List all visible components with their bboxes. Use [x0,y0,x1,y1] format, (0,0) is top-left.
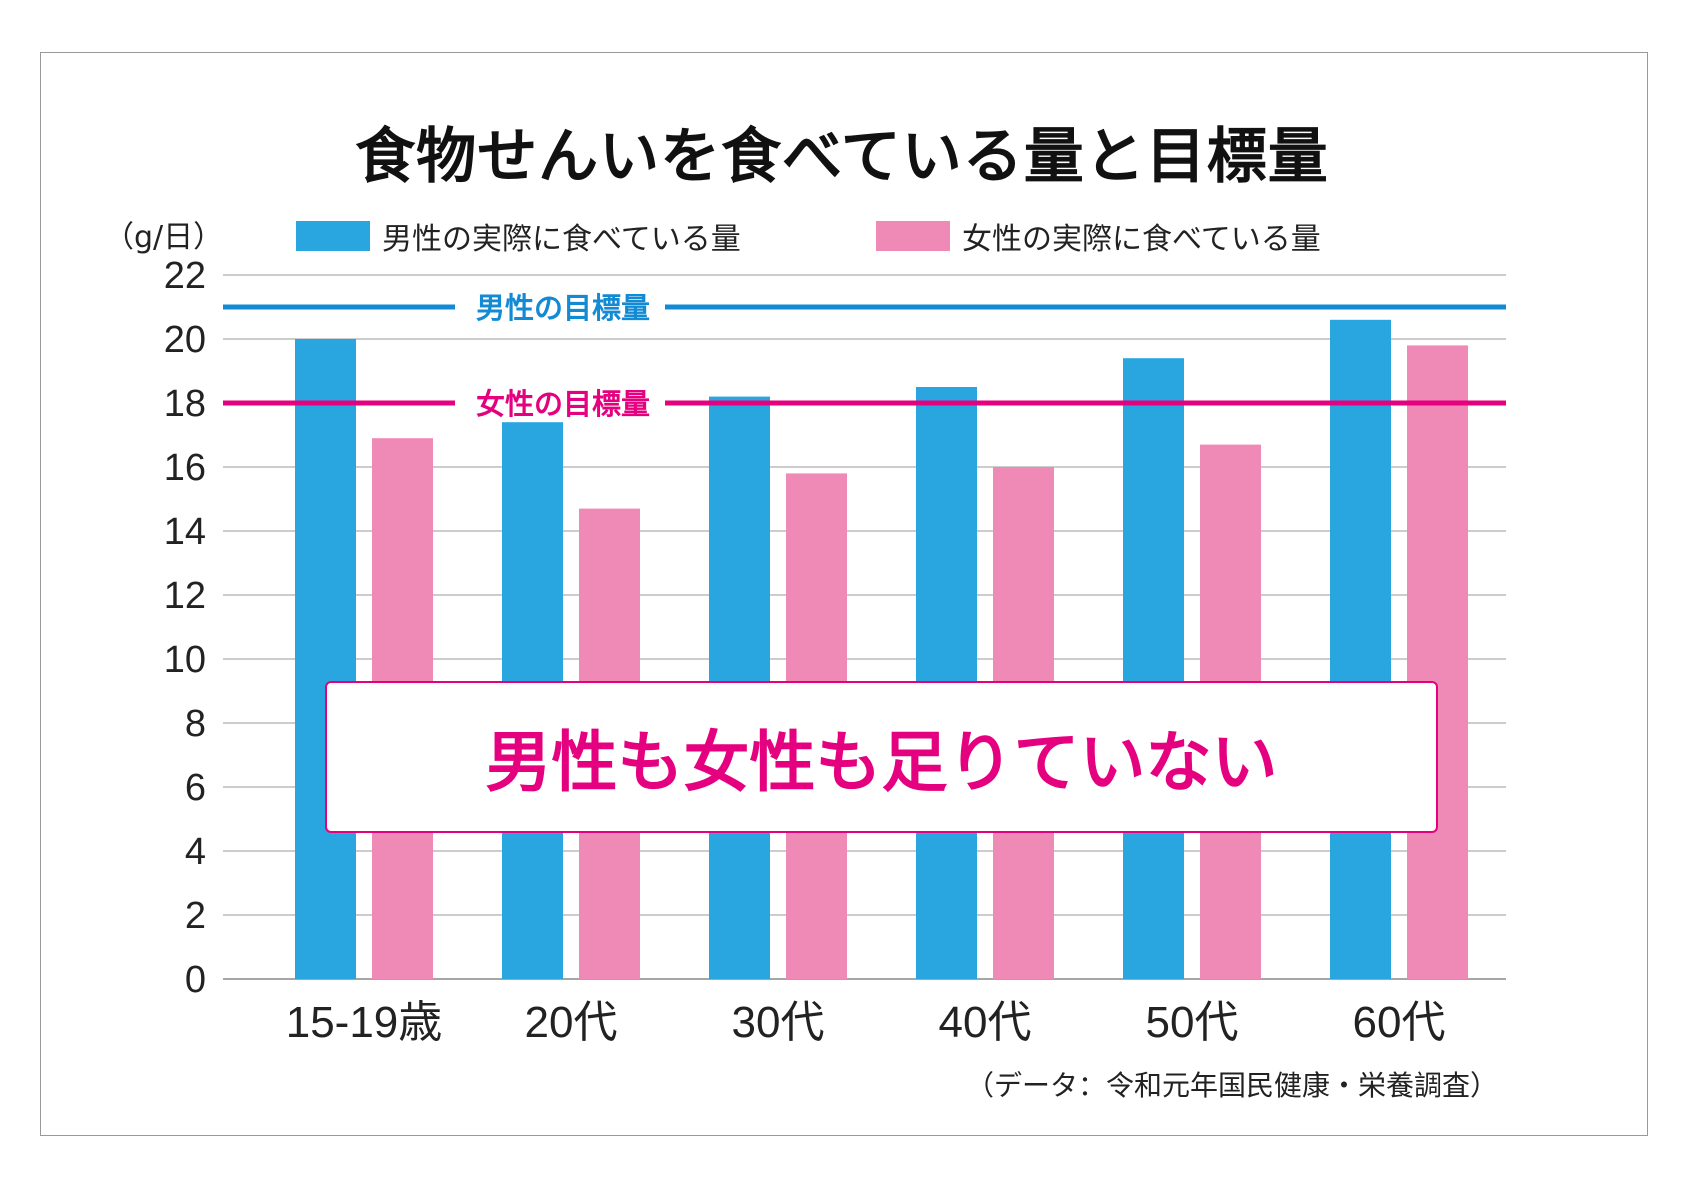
y-tick-label: 8 [185,703,206,745]
y-tick-label: 16 [164,447,206,489]
annotation-callout: 男性も女性も足りていない [325,681,1438,833]
y-tick-label: 12 [164,575,206,617]
y-tick-label: 2 [185,895,206,937]
target-label-bg [455,385,665,421]
y-tick-label: 22 [164,255,206,297]
legend-label-female: 女性の実際に食べている量 [962,222,1321,257]
chart-frame [40,52,1648,1136]
x-tick-label: 60代 [1353,998,1446,1047]
chart-title: 食物せんいを食べている量と目標量 [355,122,1329,192]
y-tick-label: 6 [185,767,206,809]
data-source: （データ：令和元年国民健康・栄養調査） [965,1069,1498,1102]
y-axis-unit-label: （g/日） [104,220,224,255]
x-tick-label: 30代 [732,998,825,1047]
x-tick-label: 40代 [939,998,1032,1047]
y-tick-label: 0 [185,959,206,1001]
legend-item-male: 男性の実際に食べている量 [296,214,741,258]
x-tick-label: 50代 [1146,998,1239,1047]
target-label: 女性の目標量 [476,387,650,421]
y-tick-label: 18 [164,383,206,425]
y-tick-label: 4 [185,831,206,873]
bar-male [1330,319,1391,979]
legend-swatch-female [876,221,950,251]
target-label-bg [455,289,665,325]
y-tick-label: 10 [164,639,206,681]
x-tick-label: 15-19歳 [286,998,443,1047]
target-label: 男性の目標量 [476,291,650,325]
annotation-text: 男性も女性も足りていない [485,724,1278,801]
x-tick-label: 20代 [525,998,618,1047]
legend-swatch-male [296,221,370,251]
legend-item-female: 女性の実際に食べている量 [876,214,1321,258]
bar-male [1123,358,1184,979]
legend-label-male: 男性の実際に食べている量 [382,222,741,257]
y-tick-label: 14 [164,511,206,553]
bar-male [295,339,356,979]
y-tick-label: 20 [164,319,206,361]
bar-female [1407,345,1468,979]
